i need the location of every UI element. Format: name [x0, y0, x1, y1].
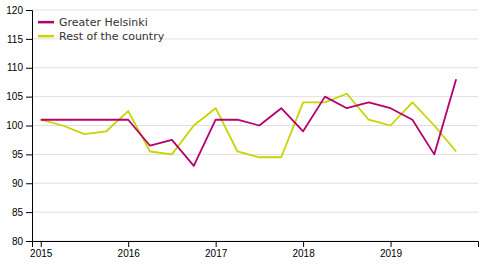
- x-tick-mark: [216, 241, 217, 247]
- y-axis-line: [26, 11, 33, 242]
- x-tick-label: 2015: [30, 248, 53, 259]
- y-axis: 80 85 90 95 100 105 110 115 120: [6, 5, 32, 247]
- grid-line: [32, 96, 478, 97]
- x-axis: 2015 2016 2017 2018 2019: [30, 241, 478, 259]
- x-tick-mark: [303, 241, 304, 247]
- x-tick-label: 2018: [292, 248, 315, 259]
- y-tick-label: 85: [12, 207, 24, 218]
- legend: Greater HelsinkiRest of the country: [38, 16, 165, 43]
- grid-line: [32, 183, 478, 184]
- y-tick: 90: [12, 178, 32, 189]
- grid: [32, 10, 478, 241]
- x-tick-mark: [391, 241, 392, 247]
- y-tick-mark: [26, 68, 32, 69]
- x-tick: 2019: [380, 241, 403, 259]
- y-tick-label: 105: [6, 91, 23, 102]
- y-tick-label: 90: [12, 178, 24, 189]
- legend-label: Rest of the country: [59, 30, 165, 43]
- y-tick: 115: [7, 34, 32, 45]
- y-tick-mark: [26, 97, 32, 98]
- x-tick: 2015: [30, 241, 53, 259]
- legend-entry: Rest of the country: [38, 30, 165, 43]
- legend-swatch: [38, 21, 54, 24]
- legend-label: Greater Helsinki: [59, 16, 148, 29]
- y-tick-label: 95: [12, 149, 24, 160]
- series-line: [41, 94, 456, 158]
- y-tick: 110: [7, 62, 32, 73]
- y-tick-label: 110: [7, 62, 23, 73]
- y-tick-mark: [26, 10, 32, 11]
- y-tick: 105: [6, 91, 32, 102]
- y-tick: 100: [6, 120, 32, 131]
- y-tick: 85: [12, 207, 32, 218]
- x-tick-mark: [41, 241, 42, 247]
- x-tick-label: 2017: [205, 248, 228, 259]
- y-tick: 95: [12, 149, 32, 160]
- legend-entry: Greater Helsinki: [38, 16, 148, 29]
- x-tick-label: 2019: [380, 248, 403, 259]
- series-line: [41, 79, 456, 166]
- grid-line: [32, 67, 478, 68]
- y-tick-label: 100: [6, 120, 23, 131]
- lines: [41, 79, 456, 166]
- chart: 2015 2016 2017 2018 2019 80 85 90 95 100 105 110 115…: [0, 0, 494, 265]
- grid-line: [32, 10, 478, 11]
- y-tick-label: 120: [6, 5, 23, 16]
- y-tick-mark: [26, 183, 32, 184]
- y-tick-mark: [26, 39, 32, 40]
- legend-swatch: [38, 35, 54, 38]
- y-tick: 80: [12, 236, 32, 247]
- y-tick-mark: [26, 241, 32, 242]
- y-tick-label: 80: [12, 236, 24, 247]
- y-tick-mark: [26, 212, 32, 213]
- x-tick-mark: [128, 241, 129, 247]
- x-tick: 2018: [292, 241, 315, 259]
- y-tick: 120: [6, 5, 32, 16]
- grid-line: [32, 212, 478, 213]
- grid-line: [32, 154, 478, 155]
- x-tick: 2017: [205, 241, 228, 259]
- y-tick-mark: [26, 154, 32, 155]
- plot: 2015 2016 2017 2018 2019 80 85 90 95 100 105 110 115…: [6, 5, 478, 259]
- y-tick-mark: [26, 126, 32, 127]
- x-axis-line: [33, 242, 479, 248]
- y-tick-label: 115: [7, 34, 23, 45]
- x-tick-label: 2016: [118, 248, 141, 259]
- x-tick: 2016: [118, 241, 141, 259]
